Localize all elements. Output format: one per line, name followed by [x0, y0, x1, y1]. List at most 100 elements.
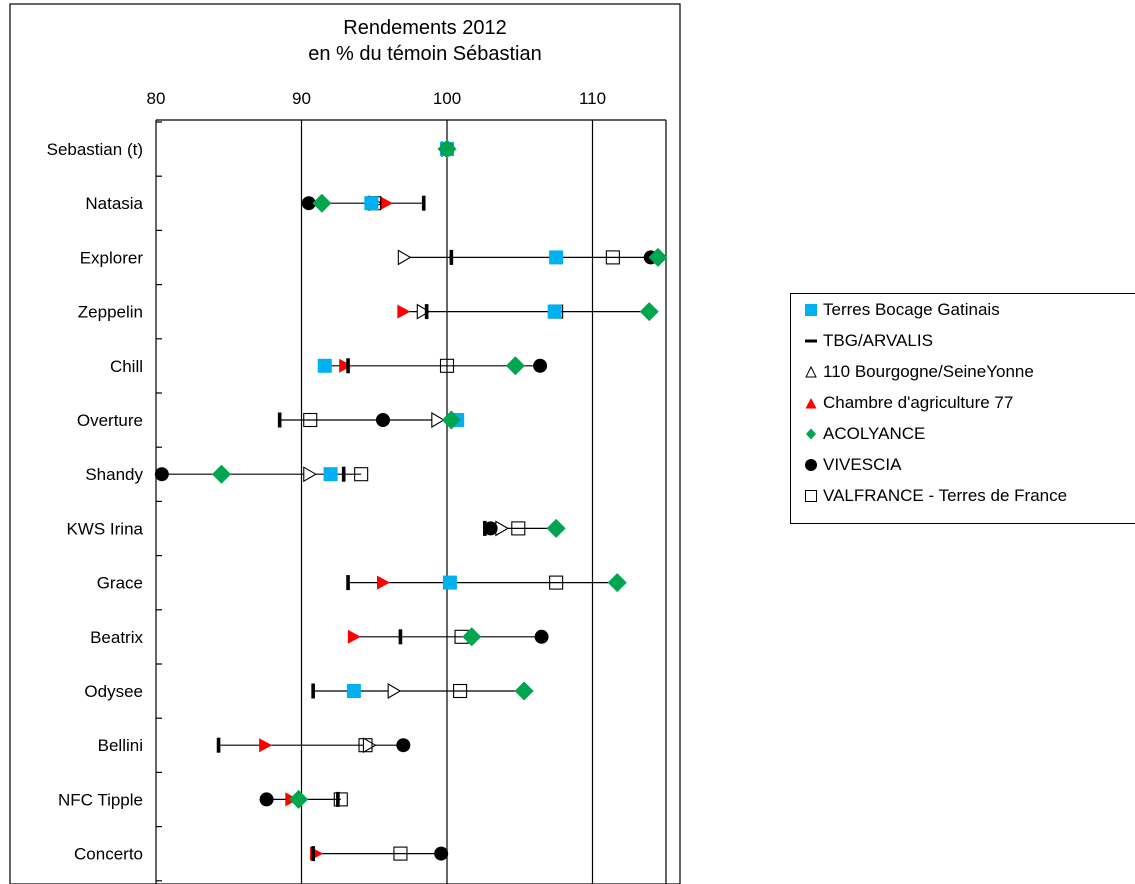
point-bar: [311, 846, 315, 862]
legend-marker: [805, 365, 817, 378]
point-circle: [534, 629, 549, 644]
point-square: [323, 467, 338, 482]
point-square: [317, 358, 332, 373]
category-label: Bellini: [98, 736, 143, 755]
point-square-open: [393, 846, 408, 861]
point-square-open: [453, 683, 468, 699]
category-label: Natasia: [85, 194, 143, 213]
point-diamond: [441, 410, 461, 430]
point-diamond: [648, 247, 668, 267]
point-circle: [154, 467, 169, 482]
legend-item: Terres Bocage Gatinais: [803, 298, 1000, 322]
point-square-open: [511, 521, 526, 536]
legend-label: Chambre d'agriculture 77: [823, 393, 1014, 412]
point-triangle-open: [431, 412, 445, 428]
category-label: Grace: [97, 574, 143, 593]
point-triangle-open: [387, 683, 402, 699]
legend-item: TBG/ARVALIS: [803, 329, 933, 353]
point-square-open: [303, 412, 318, 428]
point-square-open: [605, 250, 620, 265]
legend-label: 110 Bourgogne/SeineYonne: [823, 362, 1034, 381]
legend-item: VALFRANCE - Terres de France: [803, 484, 1067, 508]
point-bar: [424, 304, 429, 320]
legend-marker: [805, 490, 817, 502]
point-triangle-open: [362, 737, 377, 754]
point-diamond: [437, 139, 457, 159]
point-square: [547, 304, 562, 319]
point-triangle-open: [397, 249, 412, 266]
point-diamond: [462, 627, 482, 647]
point-circle: [483, 521, 498, 536]
legend-marker: [805, 398, 817, 409]
legend-item: 110 Bourgogne/SeineYonne: [803, 360, 1034, 384]
point-diamond: [546, 518, 566, 538]
point-bar: [311, 683, 315, 699]
category-label: Explorer: [80, 248, 144, 267]
chart-frame: [9, 3, 681, 884]
category-label: NFC Tipple: [58, 790, 143, 809]
point-bar: [336, 791, 340, 807]
x-tick-label-90: 90: [292, 89, 311, 108]
point-square-open: [549, 575, 564, 590]
legend-marker: [805, 459, 817, 471]
legend: Terres Bocage Gatinais TBG/ARVALIS 110 Bou…: [790, 293, 1135, 524]
category-label: Chill: [110, 357, 143, 376]
point-bar: [346, 575, 350, 591]
point-square: [346, 684, 361, 698]
point-circle: [396, 738, 411, 753]
point-square-open: [439, 358, 455, 373]
legend-marker: [805, 339, 817, 343]
point-triangle-red: [347, 629, 361, 644]
category-label: KWS Irina: [66, 519, 143, 538]
category-label: Shandy: [85, 465, 143, 484]
point-circle: [375, 413, 390, 427]
point-bar: [277, 412, 282, 428]
category-label: Sebastian (t): [47, 140, 143, 159]
category-label: Beatrix: [90, 628, 143, 647]
point-square: [442, 575, 457, 590]
legend-item: VIVESCIA: [803, 453, 901, 477]
point-bar: [346, 358, 350, 374]
point-square: [549, 250, 564, 265]
point-square: [364, 196, 379, 211]
x-tick-label-100: 100: [433, 89, 461, 108]
legend-item: ACOLYANCE: [803, 422, 925, 446]
point-triangle-red: [379, 196, 393, 211]
point-bar: [449, 249, 454, 265]
point-square-open: [358, 738, 373, 753]
point-circle: [434, 846, 449, 861]
point-diamond: [639, 302, 659, 322]
point-circle: [301, 196, 316, 211]
legend-item: Chambre d'agriculture 77: [803, 391, 1013, 415]
category-label: Overture: [77, 411, 143, 430]
legend-label: VALFRANCE - Terres de France: [823, 486, 1068, 505]
category-label: Odysee: [84, 682, 143, 701]
point-triangle-red: [339, 358, 353, 373]
legend-marker: [806, 428, 816, 440]
legend-label: ACOLYANCE: [823, 424, 926, 443]
point-bar: [341, 466, 346, 482]
category-label: Zeppelin: [78, 303, 143, 322]
point-circle: [259, 792, 274, 807]
point-bar: [216, 737, 221, 753]
point-bar: [398, 629, 403, 645]
point-diamond: [607, 573, 627, 593]
point-triangle-open: [303, 466, 317, 483]
legend-label: Terres Bocage Gatinais: [823, 300, 1000, 319]
x-tick-label-110: 110: [579, 89, 606, 108]
point-circle: [533, 358, 548, 373]
point-triangle-red: [397, 304, 411, 319]
chart-title: Rendements 2012: [343, 17, 506, 39]
legend-marker: [805, 304, 817, 316]
point-square-open: [354, 467, 369, 482]
point-triangle-red: [259, 738, 273, 753]
point-triangle-red: [376, 575, 390, 590]
legend-label: VIVESCIA: [823, 455, 902, 474]
x-tick-label-80: 80: [147, 89, 166, 108]
point-bar: [421, 195, 426, 211]
chart-subtitle: en % du témoin Sébastian: [308, 43, 542, 65]
legend-label: TBG/ARVALIS: [823, 331, 933, 350]
point-diamond: [289, 789, 309, 809]
point-diamond: [505, 356, 525, 376]
